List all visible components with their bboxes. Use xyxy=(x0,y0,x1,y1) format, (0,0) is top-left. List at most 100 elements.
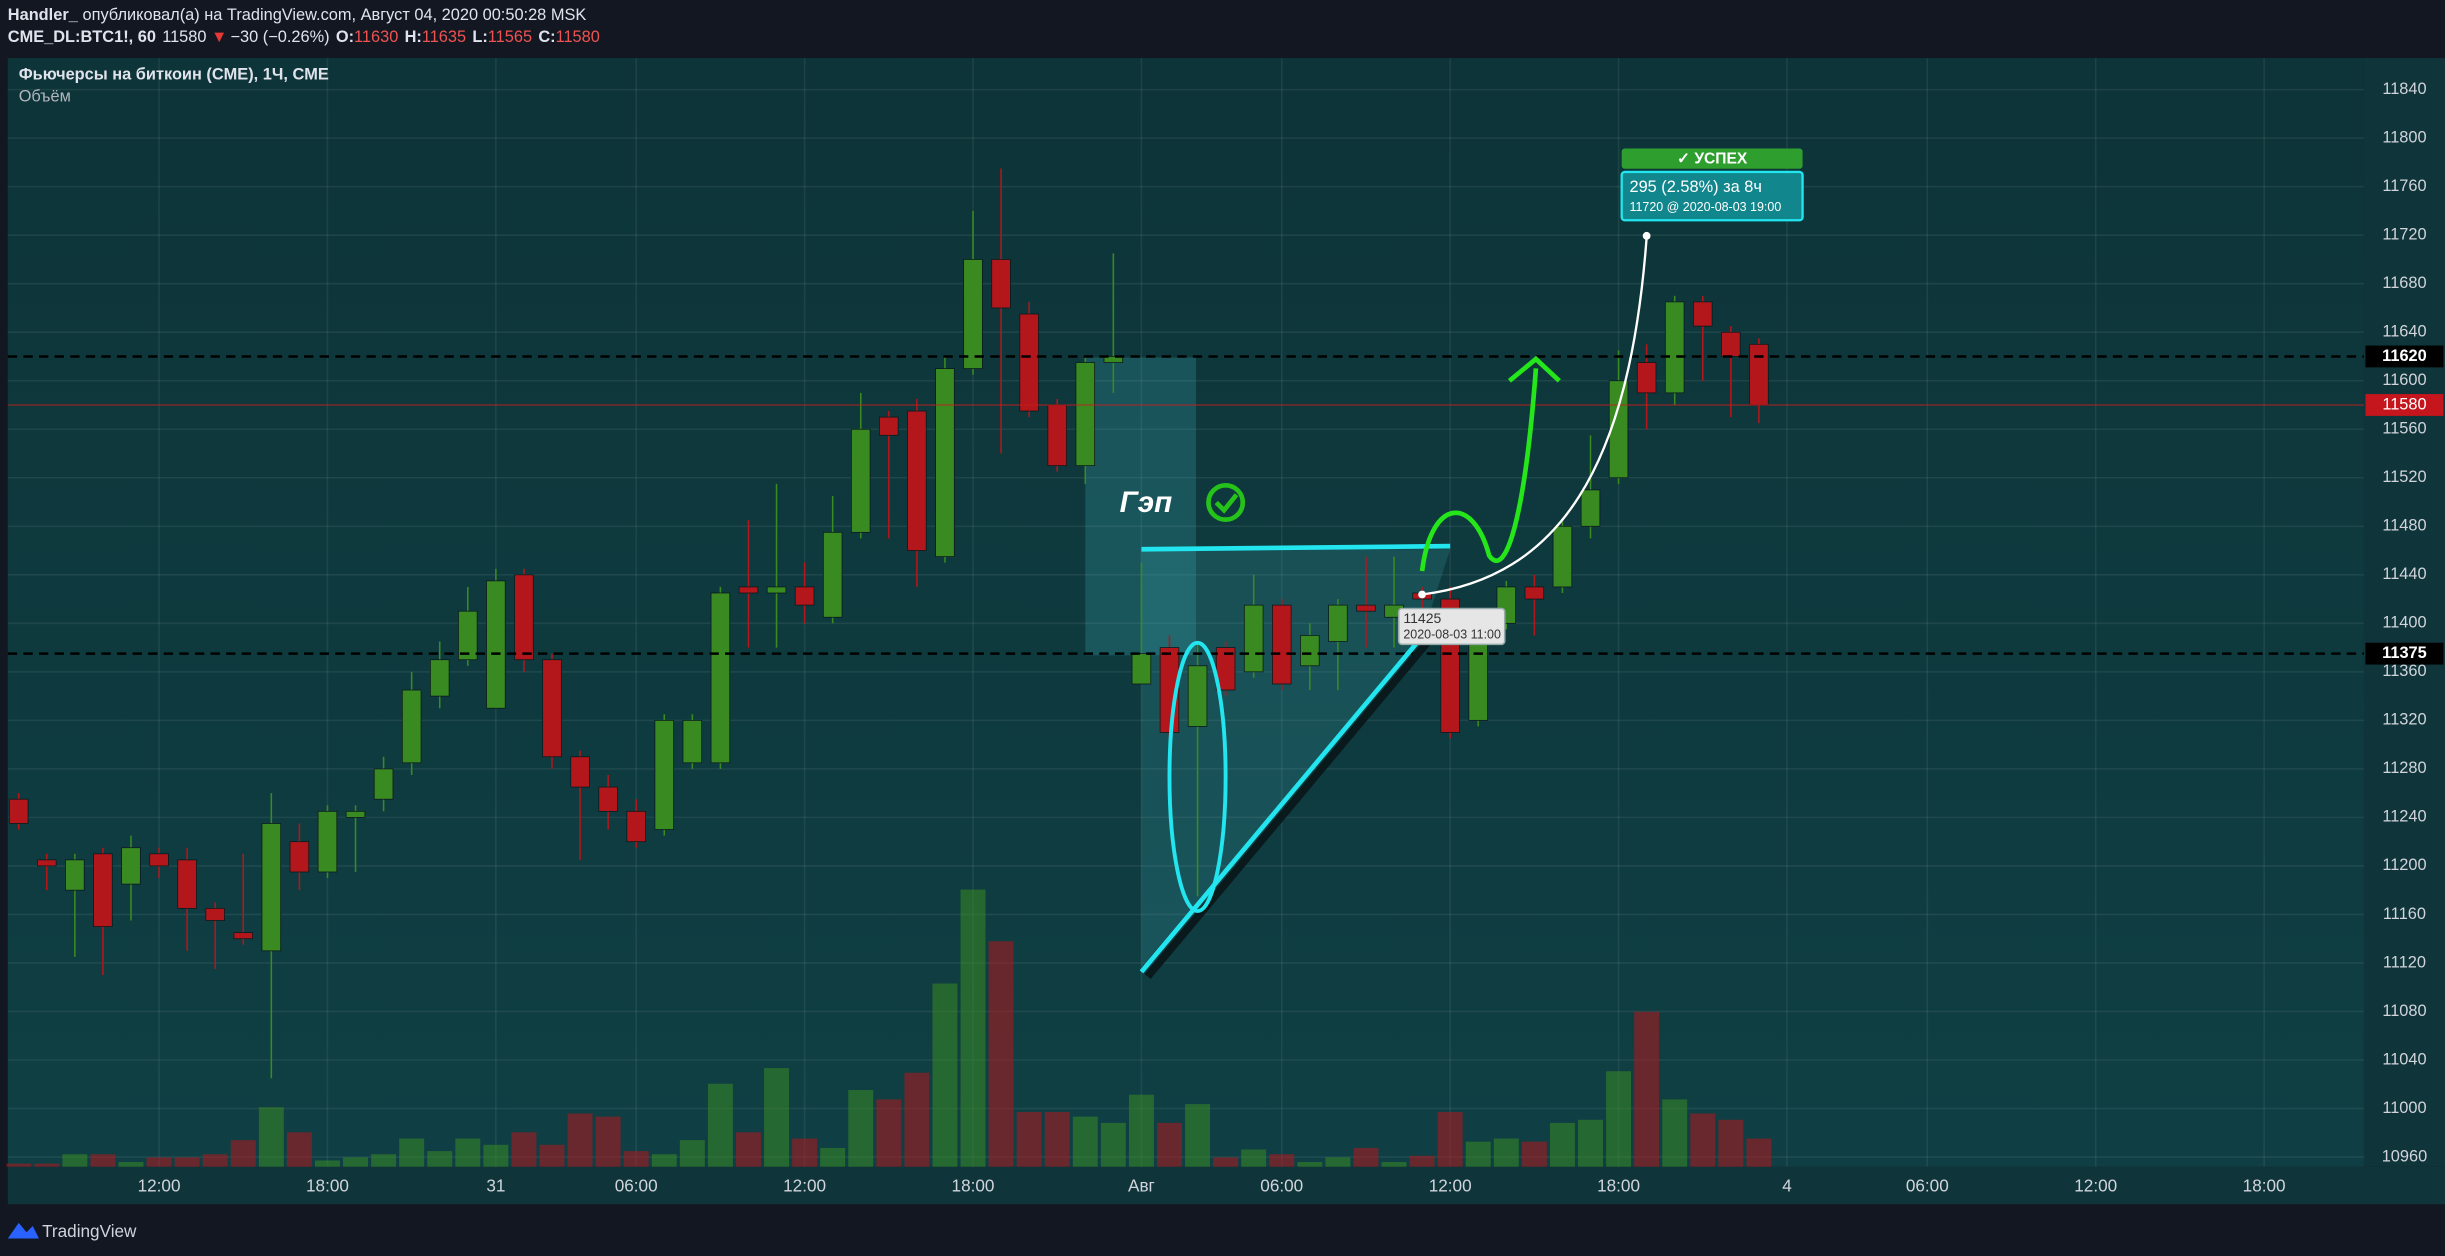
candle-body xyxy=(991,259,1011,309)
volume-bar xyxy=(1718,1119,1744,1167)
candle-body xyxy=(177,859,197,909)
volume-bar xyxy=(764,1068,790,1167)
publish-line: Handler_ опубликовал(а) на TradingView.co… xyxy=(8,6,587,24)
volume-bar xyxy=(1606,1071,1632,1167)
y-tick-label: 11080 xyxy=(2382,1002,2426,1020)
volume-bar xyxy=(1662,1099,1688,1167)
plot-area xyxy=(7,58,2364,1167)
level-label: 11620 xyxy=(2382,347,2427,365)
x-tick-label: 18:00 xyxy=(1597,1176,1640,1196)
candle-body xyxy=(205,907,225,921)
candle-body xyxy=(317,810,338,873)
volume-bar xyxy=(904,1072,930,1167)
brand: TradingView xyxy=(42,1221,137,1241)
candle-body xyxy=(1693,301,1713,327)
volume-bar xyxy=(1493,1138,1519,1167)
volume-bar xyxy=(1746,1138,1772,1167)
level-label: 11375 xyxy=(2382,644,2427,662)
candle-body xyxy=(1131,653,1152,685)
candle-body xyxy=(121,847,141,885)
candle-body xyxy=(37,859,57,867)
volume-bar xyxy=(483,1144,509,1167)
candle-body xyxy=(598,786,618,812)
candle-body xyxy=(935,368,955,557)
candle-body xyxy=(65,859,85,891)
candle-body xyxy=(1552,525,1573,588)
volume-bar xyxy=(1325,1157,1351,1167)
chart-title: Фьючерсы на биткоин (CME), 1Ч, CME xyxy=(19,66,329,84)
volume-bar xyxy=(174,1157,200,1167)
level-tag xyxy=(2365,345,2444,368)
volume-bar xyxy=(1044,1111,1070,1167)
volume-bar xyxy=(90,1154,116,1167)
candle-body xyxy=(1356,604,1376,612)
volume-bar xyxy=(286,1132,312,1167)
candle-body xyxy=(1075,362,1096,467)
volume-bar xyxy=(230,1140,256,1167)
candle-body xyxy=(907,410,927,551)
candle-body xyxy=(289,841,310,873)
x-tick-label: 12:00 xyxy=(1429,1176,1472,1196)
candle-body xyxy=(1243,604,1264,673)
y-tick-label: 11320 xyxy=(2382,711,2426,729)
candle-body xyxy=(794,586,815,606)
candle-body xyxy=(345,810,366,818)
candle-body xyxy=(570,756,590,788)
x-tick-label: Авг xyxy=(1128,1176,1155,1196)
h-label: H: xyxy=(405,28,422,46)
candle-body xyxy=(233,932,253,940)
y-tick-label: 10960 xyxy=(2382,1147,2428,1165)
candle-body xyxy=(8,798,29,824)
candles xyxy=(8,168,1769,1079)
x-tick-label: 12:00 xyxy=(783,1176,826,1196)
volume-bar xyxy=(511,1132,537,1167)
volume-bar xyxy=(343,1157,368,1167)
y-tick-label: 11120 xyxy=(2383,953,2426,971)
volume-bar xyxy=(735,1132,761,1167)
x-tick-label: 12:00 xyxy=(2074,1176,2117,1196)
resistance-line xyxy=(1141,543,1451,552)
result-label: 295 (2.58%) за 8ч xyxy=(1629,178,1761,196)
result-detail: 11720 @ 2020-08-03 19:00 xyxy=(1629,200,1781,214)
x-tick-label: 31 xyxy=(486,1176,505,1196)
y-tick-label: 11280 xyxy=(2382,759,2426,777)
volume-bar xyxy=(1241,1149,1267,1167)
volume-bar xyxy=(1016,1111,1042,1167)
l-value: 11565 xyxy=(488,28,532,46)
volume-bar xyxy=(118,1162,144,1167)
trend-line xyxy=(1139,635,1424,974)
candle-body xyxy=(429,659,450,697)
y-tick-label: 11840 xyxy=(2382,80,2426,98)
o-value: 11630 xyxy=(354,28,398,46)
candle-body xyxy=(401,689,422,764)
volume-bar xyxy=(876,1099,902,1167)
result-box xyxy=(1620,170,1804,222)
x-tick-label: 06:00 xyxy=(1260,1176,1303,1196)
point-tooltip xyxy=(1397,607,1506,646)
level-tag xyxy=(2365,642,2444,665)
volume-bar xyxy=(202,1154,228,1167)
volume-bar xyxy=(1185,1104,1211,1167)
candle-body xyxy=(879,416,899,436)
time-axis xyxy=(7,1166,2445,1205)
success-badge xyxy=(1621,148,1803,169)
change-arrow: ▼ xyxy=(211,28,227,46)
h-value: 11635 xyxy=(422,28,466,46)
chart-subtitle: Объём xyxy=(19,87,71,105)
l-label: L: xyxy=(472,28,487,46)
volume-bar xyxy=(1465,1141,1491,1167)
y-tick-label: 11440 xyxy=(2382,565,2426,583)
x-tick-label: 4 xyxy=(1782,1176,1792,1196)
success-label: ✓ УСПЕХ xyxy=(1677,151,1748,168)
volume-bar xyxy=(567,1113,593,1167)
last-price-label: 11580 xyxy=(2382,395,2426,413)
trend-shadow xyxy=(1144,638,1432,980)
symbol-line: CME_DL:BTC1!, 60 11580 ▼ −30 (−0.26%) O:1163… xyxy=(8,28,600,46)
brand-logo xyxy=(7,1222,39,1239)
candle-body xyxy=(654,719,675,830)
ellipse xyxy=(1167,640,1228,913)
volume-bar xyxy=(932,983,958,1167)
y-tick-label: 11200 xyxy=(2382,856,2426,874)
y-tick-label: 11480 xyxy=(2382,517,2426,535)
candle-body xyxy=(1749,343,1769,406)
